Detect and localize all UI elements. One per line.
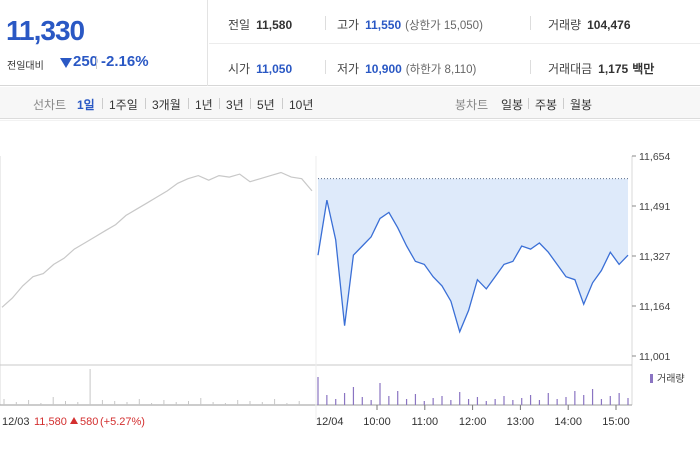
divider: [102, 98, 103, 109]
today-date: 12/04: [316, 416, 344, 428]
y-tick-label: 11,001: [639, 351, 670, 363]
prev-day-close: 11,580: [34, 416, 67, 428]
y-tick-label: 11,164: [639, 301, 670, 313]
period-1y[interactable]: 1년: [195, 98, 213, 112]
divider: [188, 98, 189, 109]
divider: [325, 60, 326, 74]
x-tick-label: 10:00: [363, 416, 391, 428]
series-line-today: [317, 199, 629, 334]
period-3y[interactable]: 3년: [226, 98, 244, 112]
x-tick-label: 14:00: [554, 416, 582, 428]
period-3m[interactable]: 3개월: [152, 98, 181, 112]
prev-day-change: 580: [80, 416, 98, 428]
stat-prev-close: 전일 11,580: [228, 16, 292, 33]
x-tick-label: 15:00: [602, 416, 630, 428]
volume-bars: [3, 369, 629, 405]
current-price-block: 11,330 전일대비 250 -2.16%: [0, 0, 208, 86]
candle-monthly[interactable]: 월봉: [570, 98, 593, 112]
change-value: 250: [73, 53, 99, 70]
stat-value: 10,900: [365, 62, 402, 76]
period-5y[interactable]: 5년: [257, 98, 275, 112]
stat-value: 11,050: [256, 62, 293, 76]
chart-toolbar: 선차트 1일 1주일 3개월 1년 3년 5년 10년 봉차트 일봉 주봉 월봉: [0, 87, 700, 119]
price-chart: 11,654 11,491 11,327 11,164 11,001 거래량 10:00…: [0, 120, 700, 450]
stat-label: 전일: [228, 18, 251, 32]
price-header: 11,330 전일대비 250 -2.16% 전일 11,580 고가 11,550…: [0, 0, 700, 86]
candle-chart-label: 봉차트: [455, 98, 489, 112]
line-chart-label: 선차트: [33, 98, 67, 112]
divider: [563, 98, 564, 109]
prev-day-change-pct: (+5.27%): [100, 416, 145, 428]
stat-unit: 백만: [632, 62, 655, 76]
series-area-today: [318, 178, 628, 332]
stat-label: 거래량: [548, 18, 582, 32]
stat-value: 11,580: [256, 18, 293, 32]
stat-value: 11,550: [365, 18, 402, 32]
series-line-prev-day: [1, 171, 313, 308]
change-label: 전일대비: [7, 61, 44, 72]
divider: [96, 56, 97, 69]
divider: [530, 16, 531, 30]
stat-label: 거래대금: [548, 62, 593, 76]
divider: [209, 43, 700, 44]
stat-high: 고가 11,550 (상한가 15,050): [337, 16, 483, 33]
prev-day-date: 12/03: [2, 416, 30, 428]
divider: [530, 60, 531, 74]
stat-trade-value: 거래대금 1,175 백만: [548, 60, 654, 77]
x-axis: 10:00 11:00 12:00 13:00 14:00 15:00: [363, 405, 630, 428]
x-tick-label: 11:00: [411, 416, 438, 428]
y-tick-label: 11,327: [639, 251, 670, 263]
stat-value: 1,175: [598, 62, 629, 76]
stat-sub: (상한가 15,050): [405, 20, 483, 32]
up-arrow-icon: [70, 417, 78, 424]
y-tick-label: 11,654: [639, 151, 670, 163]
stat-label: 시가: [228, 62, 251, 76]
stat-label: 고가: [337, 18, 360, 32]
down-arrow-icon: [60, 58, 72, 68]
stat-low: 저가 10,900 (하한가 8,110): [337, 60, 476, 77]
period-10y[interactable]: 10년: [289, 98, 314, 112]
stat-volume: 거래량 104,476: [548, 16, 631, 33]
y-axis: 11,654 11,491 11,327 11,164 11,001: [632, 151, 670, 363]
volume-legend-label: 거래량: [657, 373, 685, 385]
candle-daily[interactable]: 일봉: [501, 98, 524, 112]
candle-weekly[interactable]: 주봉: [535, 98, 558, 112]
period-1w[interactable]: 1주일: [109, 98, 138, 112]
y-tick-label: 11,491: [639, 201, 670, 213]
current-price: 11,330: [6, 15, 85, 46]
stat-sub: (하한가 8,110): [405, 64, 477, 76]
divider: [325, 16, 326, 30]
divider: [528, 98, 529, 109]
stat-open: 시가 11,050: [228, 60, 292, 77]
period-1d[interactable]: 1일: [77, 98, 95, 112]
price-chart-svg: 11,654 11,491 11,327 11,164 11,001 거래량 10:00…: [0, 120, 700, 428]
change-percent: -2.16%: [101, 53, 149, 70]
x-tick-label: 12:00: [459, 416, 487, 428]
stat-label: 저가: [337, 62, 360, 76]
x-tick-label: 13:00: [507, 416, 535, 428]
volume-legend-swatch: [650, 374, 653, 383]
chart-grid: [0, 120, 700, 420]
divider: [282, 98, 283, 109]
stat-value: 104,476: [587, 18, 631, 32]
divider: [219, 98, 220, 109]
divider: [250, 98, 251, 109]
divider: [145, 98, 146, 109]
